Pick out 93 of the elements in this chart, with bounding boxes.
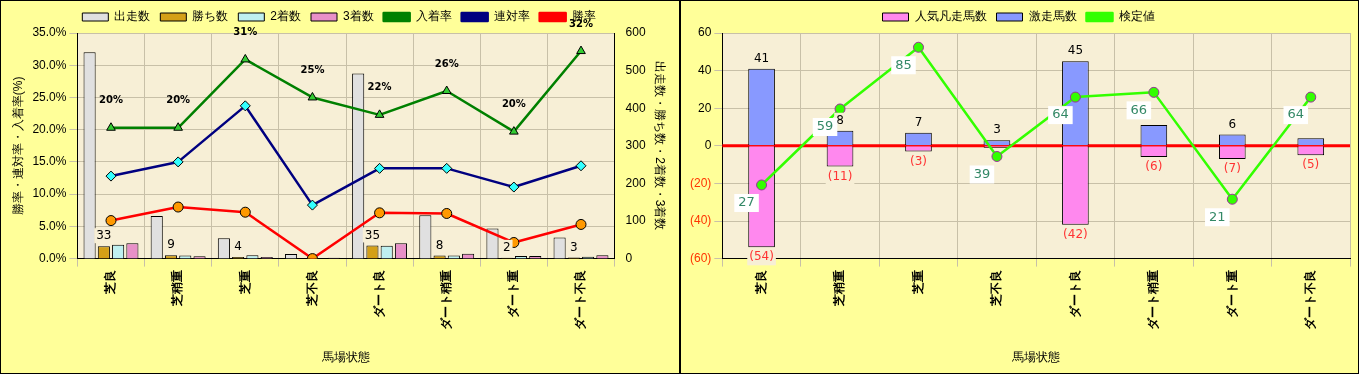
x-tick-label: 芝稍重 [832,269,847,307]
data-label: 66 [1130,101,1148,117]
x-tick-label: ダート稍重 [1146,269,1161,330]
y-tick-label: 15.0% [32,154,67,169]
data-label: 25% [300,64,325,76]
point [912,41,924,53]
data-label: 21 [1209,208,1226,224]
point [1305,91,1317,103]
data-label: 85 [895,56,912,72]
y2-tick-label: 600 [625,25,646,40]
point [756,179,768,191]
point [1069,91,1081,103]
data-label: 3 [993,122,1001,137]
data-label: 31% [233,26,258,38]
point [1148,86,1160,98]
data-label: 3 [570,239,578,254]
y-tick-label: 20 [697,100,712,115]
y2-tick-label: 300 [625,138,646,153]
data-label: 6 [1228,116,1237,131]
data-label: 33 [96,228,112,243]
legend-label: 3着数 [343,9,374,24]
data-label: 7 [914,114,923,129]
data-label: (3) [909,153,927,168]
y-tick-label: 35.0% [32,25,67,40]
data-label: 39 [973,165,991,181]
point [991,150,1003,162]
data-label: 20% [501,98,526,110]
x-tick-label: 芝重 [237,269,252,295]
legend-label: 検定値 [1118,9,1155,24]
x-axis-title: 馬場状態 [321,350,370,365]
x-tick-label: 芝不良 [304,269,319,307]
y-tick-label: 60 [697,25,712,40]
legend-label: 人気凡走馬数 [914,9,987,24]
legend-label: 入着率 [415,9,452,24]
y-tick-label: 0.0% [39,250,67,265]
data-label: (54) [749,249,774,264]
legend-label: 連対率 [493,9,530,24]
y2-tick-label: 500 [625,62,646,77]
data-label: (6) [1145,159,1163,174]
x-tick-label: ダート不良 [1303,269,1318,330]
data-label: 20% [166,94,191,106]
data-label: (11) [827,168,853,183]
data-label: 22% [367,81,392,93]
data-label: (7) [1223,161,1241,176]
data-label: 26% [434,57,459,69]
x-tick-label: ダート不良 [573,269,588,330]
data-label: 8 [836,112,844,127]
y-tick-label: 5.0% [39,218,67,233]
y-tick-label: 25.0% [32,89,67,104]
y-tick-label: 30.0% [32,57,67,72]
point [1226,193,1238,205]
data-label: 64 [1287,106,1305,122]
x-tick-label: ダート重 [506,269,521,318]
y-tick-label: 20.0% [32,122,67,136]
data-label: 8 [435,237,444,252]
data-label: 20% [99,94,123,106]
legend-label: 勝ち数 [192,9,229,24]
x-axis-title: 馬場状態 [1011,350,1061,365]
x-tick-label: 芝重 [910,269,925,295]
y2-axis-title: 出走数・勝ち数・2着数・3着数 [653,61,668,231]
y-tick-label: (60) [690,250,712,265]
data-label: 41 [753,50,770,65]
x-tick-label: ダート重 [1224,269,1239,318]
y-tick-label: (40) [690,213,712,228]
y-tick-label: 0 [704,138,712,153]
y-tick-label: 10.0% [32,186,67,201]
y-tick-label: 40 [697,62,712,77]
data-label: 35 [364,227,381,242]
data-label: (42) [1063,226,1088,241]
x-tick-label: 芝良 [753,269,768,295]
y2-tick-label: 100 [625,213,646,228]
x-tick-label: ダート良 [1067,269,1082,318]
y2-tick-label: 200 [625,175,646,190]
data-label: (5) [1302,157,1320,172]
legend-label: 激走馬数 [1028,9,1077,24]
data-label: 9 [167,237,175,252]
x-tick-label: 芝稍重 [170,269,185,307]
legend-label: 2着数 [270,9,302,24]
x-tick-label: ダート稍重 [439,269,454,330]
data-label: 27 [738,194,755,210]
data-label: 45 [1067,43,1084,58]
x-tick-label: ダート良 [371,269,386,318]
y-axis-title: 勝率・連対率・入着率(%) [10,76,25,216]
legend-label: 出走数 [114,9,151,24]
data-label: 59 [816,118,834,134]
data-label: 4 [234,239,242,254]
x-tick-label: 芝良 [103,269,118,295]
y2-tick-label: 400 [625,100,646,115]
data-label: 2 [502,239,511,254]
y2-tick-label: 0 [625,250,633,265]
data-label: 64 [1052,106,1069,122]
x-tick-label: 芝不良 [989,269,1004,307]
y-tick-label: (20) [690,175,712,190]
